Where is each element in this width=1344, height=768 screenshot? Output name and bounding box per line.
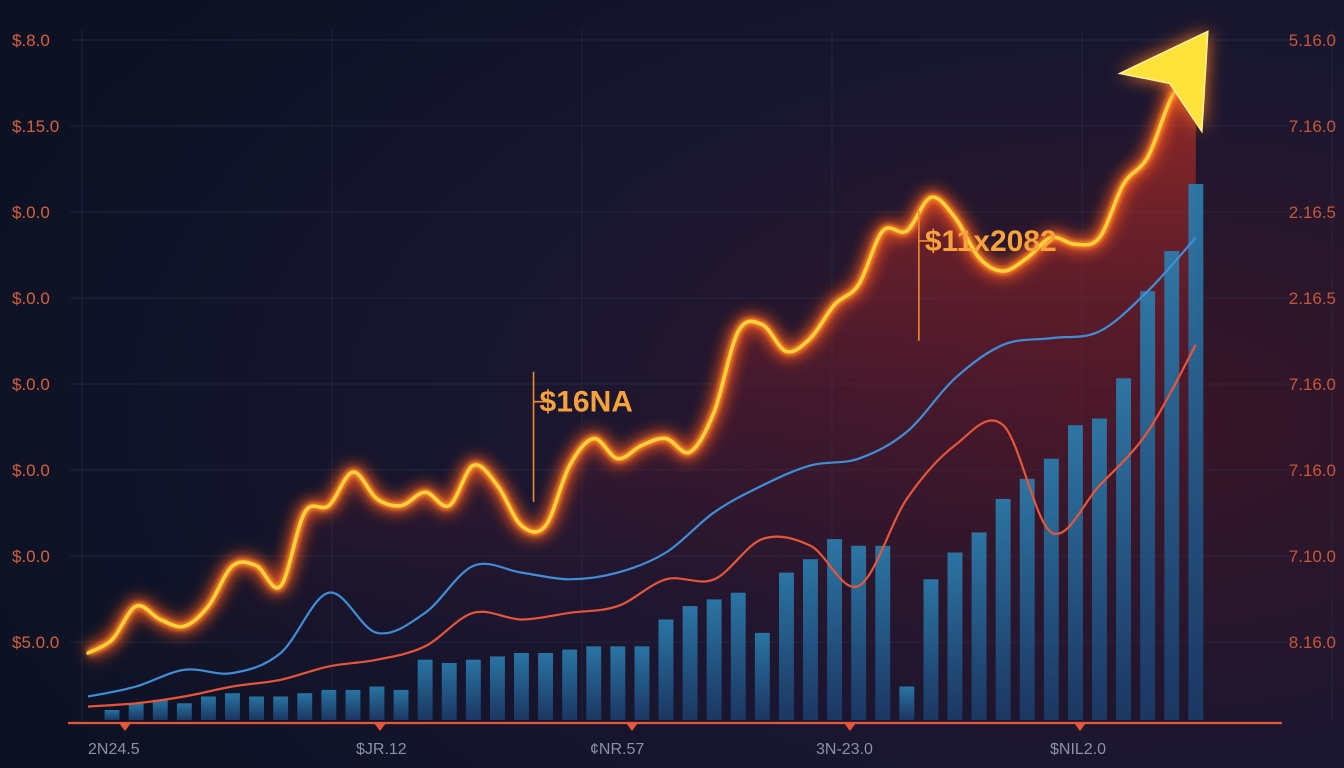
bar bbox=[225, 693, 240, 720]
x-tick-label: $JR.12 bbox=[356, 741, 407, 758]
bar bbox=[730, 592, 746, 720]
bar bbox=[682, 606, 698, 720]
y-right-tick-label: 5.16.0 bbox=[1289, 31, 1336, 50]
bar bbox=[128, 703, 144, 721]
bar bbox=[706, 599, 722, 720]
bar bbox=[321, 689, 337, 720]
bar bbox=[417, 659, 433, 720]
trend-arrow-icon bbox=[1117, 30, 1209, 134]
y-right-tick-label: 2.16.5 bbox=[1289, 289, 1336, 308]
bar bbox=[610, 646, 626, 720]
bar bbox=[297, 693, 313, 720]
bar bbox=[152, 699, 168, 720]
y-left-tick-label: $5.0.0 bbox=[12, 633, 59, 652]
bar bbox=[971, 532, 987, 720]
y-axis-right-ticks: 5.16.0 7.16.0 2.16.5 2.16.5 7.16.0 7.16.0 7.10… bbox=[1289, 31, 1336, 652]
bar bbox=[827, 539, 842, 720]
bar bbox=[899, 686, 915, 720]
bar bbox=[393, 689, 409, 720]
bar bbox=[1043, 458, 1059, 720]
glow-series-line bbox=[86, 61, 1198, 655]
x-tick-label: 2N24.5 bbox=[88, 741, 140, 758]
bar bbox=[754, 632, 770, 720]
bar bbox=[947, 552, 963, 720]
annotation-label: $11x2082 bbox=[925, 225, 1057, 258]
bar bbox=[1140, 291, 1156, 720]
y-right-tick-label: 7.10.0 bbox=[1289, 547, 1336, 566]
bar bbox=[538, 653, 553, 720]
bar bbox=[176, 703, 192, 721]
x-axis-ticks: 2N24.5 $JR.12 ¢NR.57 3N-23.0 $NIL2.0 bbox=[88, 741, 1106, 758]
x-axis-marker-icon bbox=[119, 723, 131, 731]
x-axis-marker-icon bbox=[1074, 723, 1086, 731]
blue-series-line bbox=[87, 236, 1197, 698]
bar bbox=[634, 646, 650, 720]
x-axis bbox=[68, 721, 1282, 731]
x-axis-marker-icon bbox=[374, 723, 386, 731]
bar bbox=[441, 663, 457, 720]
bar bbox=[249, 696, 264, 720]
glow-line-series bbox=[84, 58, 1203, 661]
x-axis-marker-icon bbox=[844, 723, 856, 731]
y-right-tick-label: 8.16.0 bbox=[1289, 633, 1336, 652]
y-right-tick-label: 7.16.0 bbox=[1289, 117, 1336, 136]
y-axis-left-ticks: $.8.0 $.15.0 $.0.0 $.0.0 $.0.0 $.0.0 $.0.0 $5.0… bbox=[12, 31, 59, 652]
y-left-tick-label: $.8.0 bbox=[12, 31, 50, 50]
x-axis-marker-icon bbox=[626, 723, 638, 731]
y-left-tick-label: $.0.0 bbox=[12, 461, 50, 480]
y-left-tick-label: $.0.0 bbox=[12, 547, 50, 566]
bar bbox=[1068, 425, 1083, 720]
bar bbox=[490, 656, 505, 720]
bar bbox=[369, 686, 385, 720]
bar bbox=[104, 710, 120, 720]
bar bbox=[923, 579, 939, 720]
y-left-tick-label: $.0.0 bbox=[12, 289, 50, 308]
bar bbox=[345, 689, 361, 720]
bar bbox=[1188, 184, 1204, 720]
bar bbox=[465, 659, 481, 720]
thin-line-series bbox=[87, 236, 1197, 708]
bar bbox=[273, 696, 289, 720]
y-right-tick-label: 7.16.0 bbox=[1289, 461, 1336, 480]
bar bbox=[658, 619, 674, 720]
bar-series bbox=[104, 184, 1204, 721]
bar bbox=[1092, 418, 1107, 720]
bar bbox=[514, 653, 529, 720]
x-tick-label: ¢NR.57 bbox=[590, 741, 644, 758]
y-left-tick-label: $.0.0 bbox=[12, 203, 50, 222]
red-series-line bbox=[87, 344, 1197, 708]
y-left-tick-label: $.15.0 bbox=[12, 117, 59, 136]
bar bbox=[851, 545, 867, 720]
annotations: $16NA $11x2082 bbox=[532, 210, 1057, 502]
y-left-tick-label: $.0.0 bbox=[12, 375, 50, 394]
y-right-tick-label: 7.16.0 bbox=[1289, 375, 1336, 394]
y-right-tick-label: 2.16.5 bbox=[1289, 203, 1336, 222]
bar bbox=[875, 545, 891, 720]
x-tick-label: 3N-23.0 bbox=[816, 741, 873, 758]
bar bbox=[1116, 378, 1131, 720]
trend-arrow-head bbox=[1117, 30, 1209, 134]
bar bbox=[1164, 251, 1180, 720]
bar bbox=[562, 649, 578, 720]
annotation-label: $16NA bbox=[540, 386, 633, 419]
bar bbox=[779, 572, 794, 720]
bar bbox=[1019, 478, 1035, 720]
x-tick-label: $NIL2.0 bbox=[1050, 741, 1106, 758]
bar bbox=[995, 498, 1011, 720]
bar bbox=[803, 559, 818, 720]
bar bbox=[586, 646, 602, 720]
bar bbox=[201, 696, 216, 720]
